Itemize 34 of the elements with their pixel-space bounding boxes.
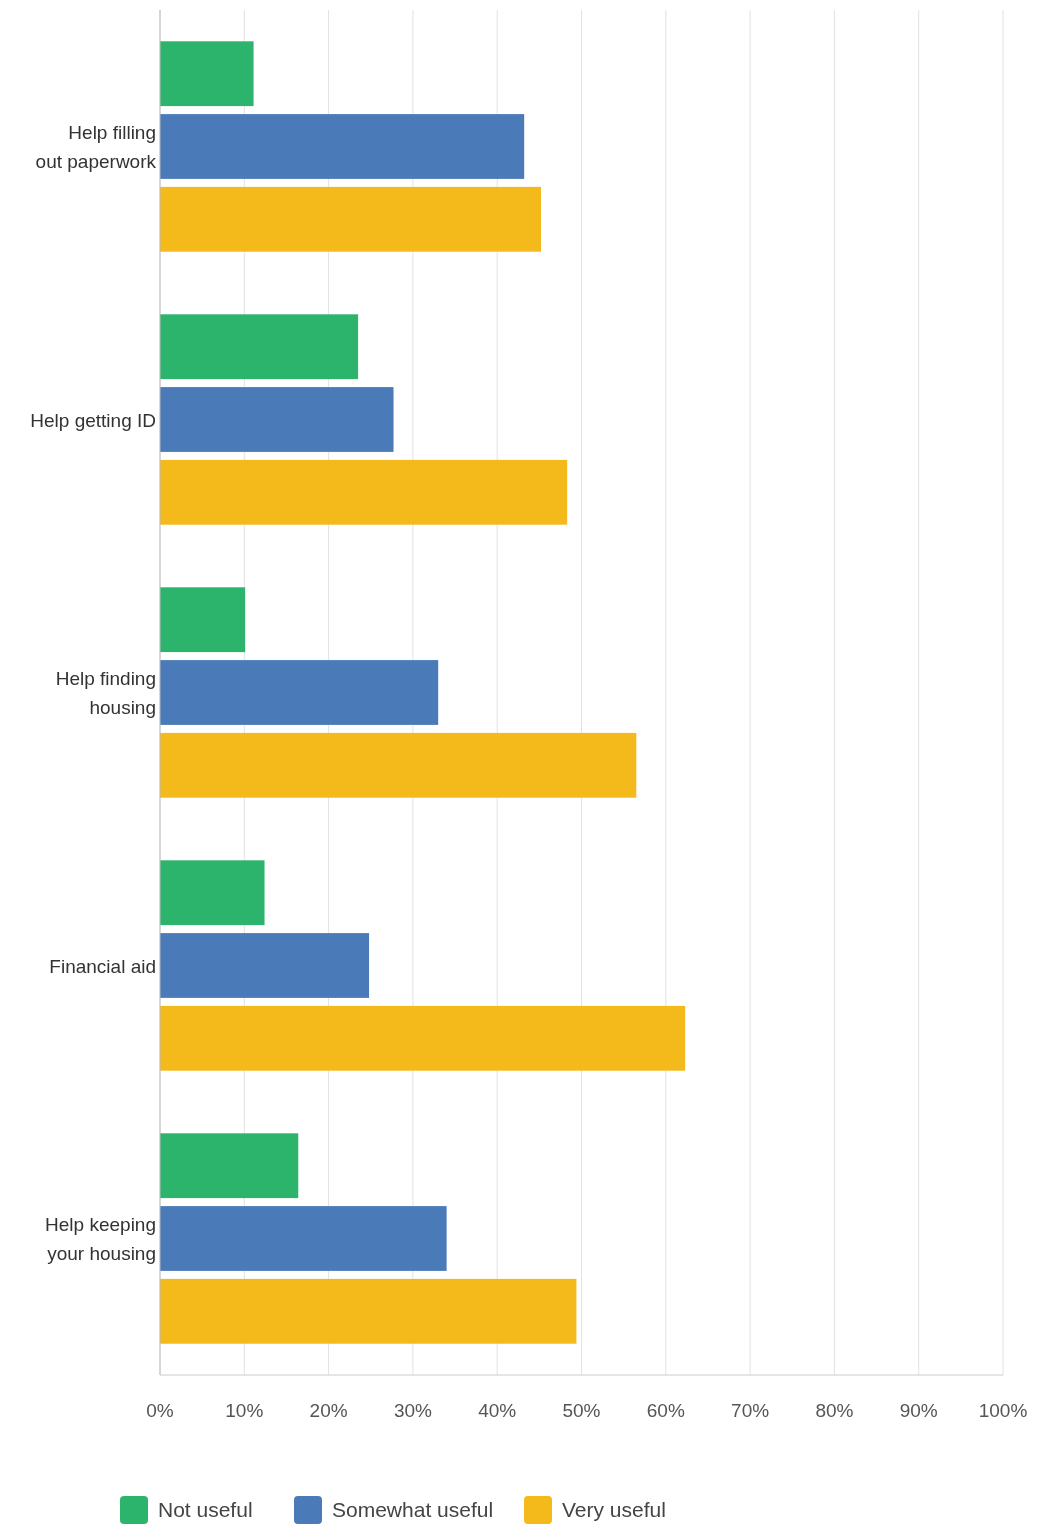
bar (160, 1206, 447, 1271)
bar (160, 660, 439, 725)
bar (160, 459, 568, 525)
bar (160, 860, 265, 926)
bar (160, 314, 359, 380)
x-tick-label: 0% (146, 1400, 174, 1421)
bar (160, 41, 254, 107)
y-tick-label: Help finding housing (55, 668, 156, 718)
x-tick-label: 60% (646, 1400, 685, 1421)
y-tick-label: Help filling out paperwork (35, 122, 157, 172)
bar (160, 1278, 577, 1344)
bar (160, 1133, 299, 1199)
bar (160, 587, 246, 653)
bar (160, 114, 525, 179)
legend-label: Not useful (158, 1498, 253, 1521)
legend-label: Very useful (562, 1498, 666, 1521)
x-tick-label: 10% (225, 1400, 264, 1421)
x-tick-label: 20% (309, 1400, 348, 1421)
bar (160, 387, 394, 452)
bar (160, 732, 637, 798)
bar (160, 933, 370, 998)
y-tick-label: Financial aid (49, 955, 156, 977)
y-tick-label: Help getting ID (30, 409, 156, 431)
x-tick-label: 80% (815, 1400, 854, 1421)
bar (160, 1005, 686, 1071)
legend-label: Somewhat useful (332, 1498, 494, 1521)
x-tick-label: 70% (731, 1400, 770, 1421)
x-tick-label: 30% (393, 1400, 433, 1421)
x-tick-label: 100% (978, 1400, 1028, 1421)
x-tick-label: 90% (899, 1400, 938, 1421)
x-tick-label: 40% (478, 1400, 517, 1421)
bar (160, 186, 542, 252)
x-tick-label: 50% (562, 1400, 601, 1421)
y-tick-label: Help keeping your housing (45, 1214, 156, 1264)
